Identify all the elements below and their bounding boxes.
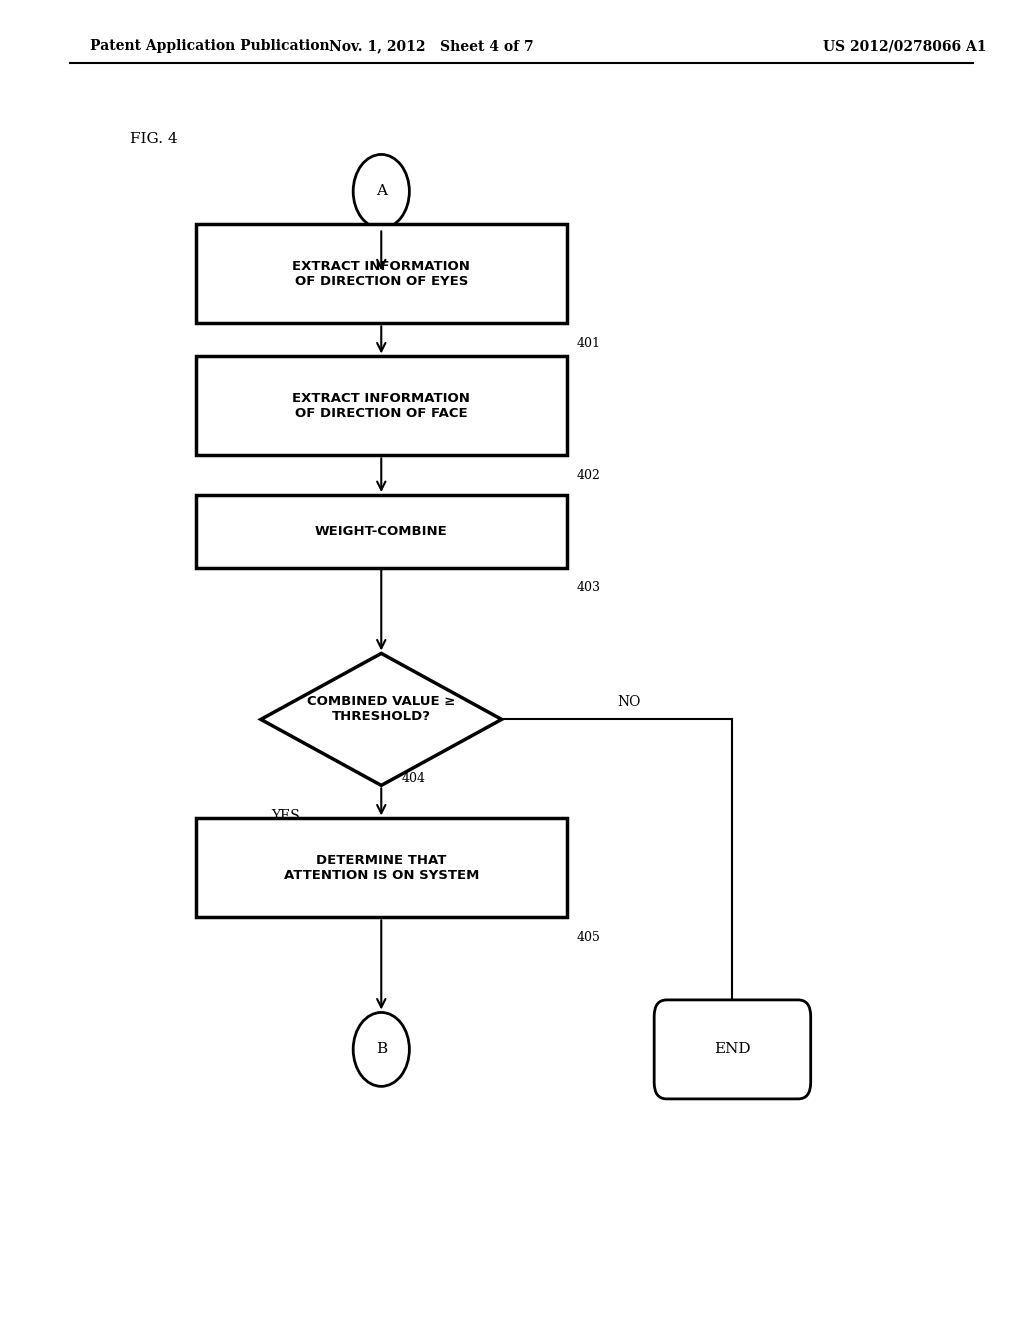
Text: 402: 402 (577, 469, 601, 482)
Text: YES: YES (271, 809, 300, 822)
FancyBboxPatch shape (196, 818, 567, 917)
Text: EXTRACT INFORMATION
OF DIRECTION OF EYES: EXTRACT INFORMATION OF DIRECTION OF EYES (292, 260, 470, 288)
Circle shape (353, 154, 410, 228)
Polygon shape (261, 653, 502, 785)
Text: B: B (376, 1043, 387, 1056)
Text: EXTRACT INFORMATION
OF DIRECTION OF FACE: EXTRACT INFORMATION OF DIRECTION OF FACE (292, 392, 470, 420)
FancyBboxPatch shape (654, 1001, 811, 1098)
Text: WEIGHT-COMBINE: WEIGHT-COMBINE (315, 525, 447, 537)
Text: 404: 404 (401, 772, 425, 785)
Text: DETERMINE THAT
ATTENTION IS ON SYSTEM: DETERMINE THAT ATTENTION IS ON SYSTEM (284, 854, 479, 882)
Text: A: A (376, 185, 387, 198)
Text: FIG. 4: FIG. 4 (130, 132, 178, 145)
Text: US 2012/0278066 A1: US 2012/0278066 A1 (822, 40, 986, 53)
Text: 401: 401 (577, 337, 601, 350)
Text: END: END (714, 1043, 751, 1056)
Text: COMBINED VALUE ≥
THRESHOLD?: COMBINED VALUE ≥ THRESHOLD? (307, 694, 456, 723)
Text: Patent Application Publication: Patent Application Publication (90, 40, 330, 53)
Text: Nov. 1, 2012   Sheet 4 of 7: Nov. 1, 2012 Sheet 4 of 7 (329, 40, 534, 53)
Text: 403: 403 (577, 581, 601, 594)
Circle shape (353, 1012, 410, 1086)
Text: NO: NO (617, 696, 640, 709)
FancyBboxPatch shape (196, 224, 567, 323)
FancyBboxPatch shape (196, 356, 567, 455)
FancyBboxPatch shape (196, 495, 567, 568)
Text: 405: 405 (577, 931, 601, 944)
